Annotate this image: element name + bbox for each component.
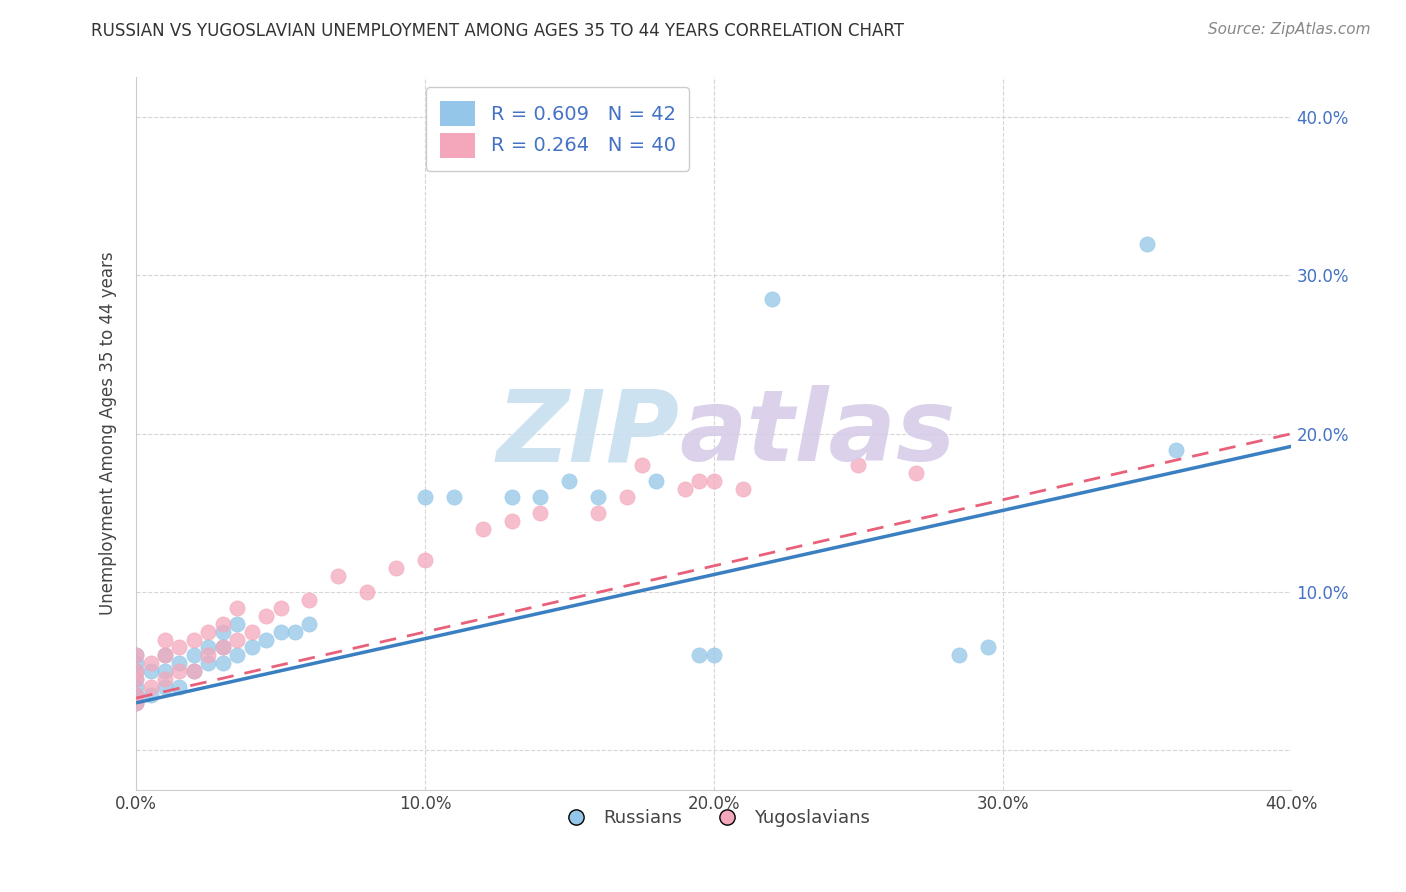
Point bbox=[948, 648, 970, 663]
Point bbox=[125, 688, 148, 702]
Point bbox=[139, 680, 162, 694]
Point bbox=[240, 624, 263, 639]
Point bbox=[703, 474, 725, 488]
Point bbox=[616, 490, 638, 504]
Point bbox=[183, 664, 205, 678]
Point bbox=[731, 482, 754, 496]
Point bbox=[125, 696, 148, 710]
Point bbox=[125, 696, 148, 710]
Point bbox=[125, 664, 148, 678]
Point bbox=[501, 514, 523, 528]
Point bbox=[413, 490, 436, 504]
Point bbox=[139, 688, 162, 702]
Point bbox=[761, 292, 783, 306]
Point bbox=[443, 490, 465, 504]
Point bbox=[673, 482, 696, 496]
Point bbox=[558, 474, 581, 488]
Point bbox=[254, 632, 277, 647]
Point bbox=[211, 640, 233, 655]
Point bbox=[139, 657, 162, 671]
Point bbox=[284, 624, 307, 639]
Point bbox=[183, 632, 205, 647]
Point bbox=[169, 680, 191, 694]
Point bbox=[197, 648, 219, 663]
Point bbox=[211, 640, 233, 655]
Point bbox=[328, 569, 350, 583]
Point bbox=[183, 664, 205, 678]
Point bbox=[254, 608, 277, 623]
Point bbox=[125, 648, 148, 663]
Point bbox=[153, 648, 176, 663]
Point bbox=[211, 624, 233, 639]
Point bbox=[125, 657, 148, 671]
Text: ZIP: ZIP bbox=[496, 385, 679, 483]
Text: atlas: atlas bbox=[679, 385, 956, 483]
Text: Source: ZipAtlas.com: Source: ZipAtlas.com bbox=[1208, 22, 1371, 37]
Y-axis label: Unemployment Among Ages 35 to 44 years: Unemployment Among Ages 35 to 44 years bbox=[100, 252, 117, 615]
Point bbox=[501, 490, 523, 504]
Text: RUSSIAN VS YUGOSLAVIAN UNEMPLOYMENT AMONG AGES 35 TO 44 YEARS CORRELATION CHART: RUSSIAN VS YUGOSLAVIAN UNEMPLOYMENT AMON… bbox=[91, 22, 904, 40]
Point bbox=[183, 648, 205, 663]
Point bbox=[125, 680, 148, 694]
Point bbox=[586, 490, 609, 504]
Point bbox=[385, 561, 408, 575]
Point bbox=[226, 616, 249, 631]
Point bbox=[197, 640, 219, 655]
Point bbox=[226, 600, 249, 615]
Point bbox=[211, 616, 233, 631]
Point bbox=[125, 672, 148, 686]
Point bbox=[1164, 442, 1187, 457]
Point bbox=[197, 624, 219, 639]
Point bbox=[153, 664, 176, 678]
Point bbox=[630, 458, 652, 473]
Point bbox=[270, 600, 292, 615]
Point bbox=[471, 522, 494, 536]
Point bbox=[688, 474, 710, 488]
Point bbox=[125, 672, 148, 686]
Point bbox=[169, 664, 191, 678]
Point bbox=[211, 657, 233, 671]
Point bbox=[298, 593, 321, 607]
Point bbox=[169, 640, 191, 655]
Point bbox=[356, 585, 378, 599]
Point bbox=[153, 680, 176, 694]
Point bbox=[153, 672, 176, 686]
Point bbox=[240, 640, 263, 655]
Point bbox=[846, 458, 869, 473]
Point bbox=[298, 616, 321, 631]
Point bbox=[904, 467, 927, 481]
Point bbox=[529, 490, 551, 504]
Point bbox=[1136, 236, 1159, 251]
Point bbox=[139, 664, 162, 678]
Point bbox=[125, 688, 148, 702]
Point bbox=[197, 657, 219, 671]
Point bbox=[153, 648, 176, 663]
Point bbox=[226, 632, 249, 647]
Point bbox=[153, 632, 176, 647]
Point bbox=[125, 648, 148, 663]
Point bbox=[125, 664, 148, 678]
Point bbox=[226, 648, 249, 663]
Point bbox=[413, 553, 436, 567]
Point bbox=[688, 648, 710, 663]
Point bbox=[169, 657, 191, 671]
Legend: Russians, Yugoslavians: Russians, Yugoslavians bbox=[551, 802, 877, 834]
Point bbox=[645, 474, 668, 488]
Point bbox=[529, 506, 551, 520]
Point bbox=[977, 640, 1000, 655]
Point bbox=[270, 624, 292, 639]
Point bbox=[703, 648, 725, 663]
Point bbox=[586, 506, 609, 520]
